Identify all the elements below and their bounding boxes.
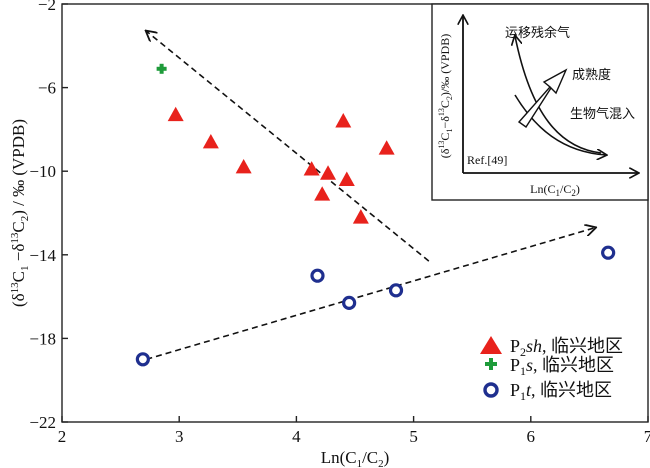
x-tick-label: 3 xyxy=(175,427,184,446)
trend-line-arrow xyxy=(146,31,430,262)
data-point-triangle xyxy=(320,165,337,180)
data-point-triangle xyxy=(335,113,352,128)
data-point-ring xyxy=(601,245,616,260)
data-point-triangle xyxy=(202,133,219,149)
data-point-triangle xyxy=(338,171,355,186)
y-tick-label: −22 xyxy=(29,413,56,432)
inset-label-bio-mix: 生物气混入 xyxy=(570,106,635,122)
x-axis-title: Ln(C1/C2) xyxy=(321,448,390,468)
x-tick-label: 6 xyxy=(527,427,536,446)
y-tick-label: −10 xyxy=(29,162,56,181)
y-tick-label: −18 xyxy=(29,329,56,348)
x-tick-label: 2 xyxy=(58,427,67,446)
inset-label-ref: Ref.[49] xyxy=(467,153,507,167)
axis-ticks: 2 3 4 5 6 7 −2 −6 −10 −14 −18 −22 xyxy=(29,0,650,446)
plot-frame xyxy=(61,3,649,423)
legend-marker-triangle xyxy=(480,336,502,354)
inset-bio-mix-curve xyxy=(514,94,606,155)
legend-marker-plus xyxy=(485,358,497,370)
data-point-triangle xyxy=(314,186,331,201)
x-tick-label: 7 xyxy=(644,427,650,446)
data-point-ring xyxy=(342,295,357,310)
data-point-triangle xyxy=(378,140,395,155)
legend-label-p1s: P1s, 临兴地区 xyxy=(510,355,614,378)
legend: P2sh, 临兴地区 P1s, 临兴地区 P1t, 临兴地区 xyxy=(480,336,623,403)
inset-migration-curve xyxy=(515,36,602,154)
y-tick-label: −2 xyxy=(38,0,56,14)
inset-y-axis-title: (δ13C1−δ13C2)/‰ (VPDB) xyxy=(437,34,454,158)
legend-marker-ring xyxy=(483,382,499,398)
legend-label-p2sh: P2sh, 临兴地区 xyxy=(510,336,623,359)
trend-lines xyxy=(146,31,595,361)
legend-label-p1t: P1t, 临兴地区 xyxy=(510,380,612,403)
data-point-ring xyxy=(135,352,150,367)
y-tick-label: −6 xyxy=(38,79,56,98)
y-axis-title: (δ13C1 −δ13C2) / ‰ (VPDB) xyxy=(9,119,31,307)
data-point-plus xyxy=(156,63,167,74)
data-point-triangle xyxy=(167,106,184,122)
inset-maturity-arrow xyxy=(517,68,568,128)
data-point-ring xyxy=(310,268,325,283)
inset-x-axis-title: Ln(C1/C2) xyxy=(530,182,580,198)
data-point-triangle xyxy=(303,161,320,176)
data-point-triangle xyxy=(352,209,369,224)
trend-line-arrow xyxy=(146,228,595,361)
inset-label-migration: 运移残余气 xyxy=(505,25,570,41)
data-point-ring xyxy=(388,283,404,298)
inset-label-maturity: 成熟度 xyxy=(572,67,611,83)
inset-diagram: 运移残余气 成熟度 生物气混入 Ref.[49] Ln(C1/C2) (δ13C… xyxy=(431,3,649,201)
data-point-triangle xyxy=(235,159,252,174)
x-tick-label: 5 xyxy=(409,427,418,446)
data-points xyxy=(135,63,616,367)
x-tick-label: 4 xyxy=(292,427,301,446)
y-tick-label: −14 xyxy=(29,246,56,265)
